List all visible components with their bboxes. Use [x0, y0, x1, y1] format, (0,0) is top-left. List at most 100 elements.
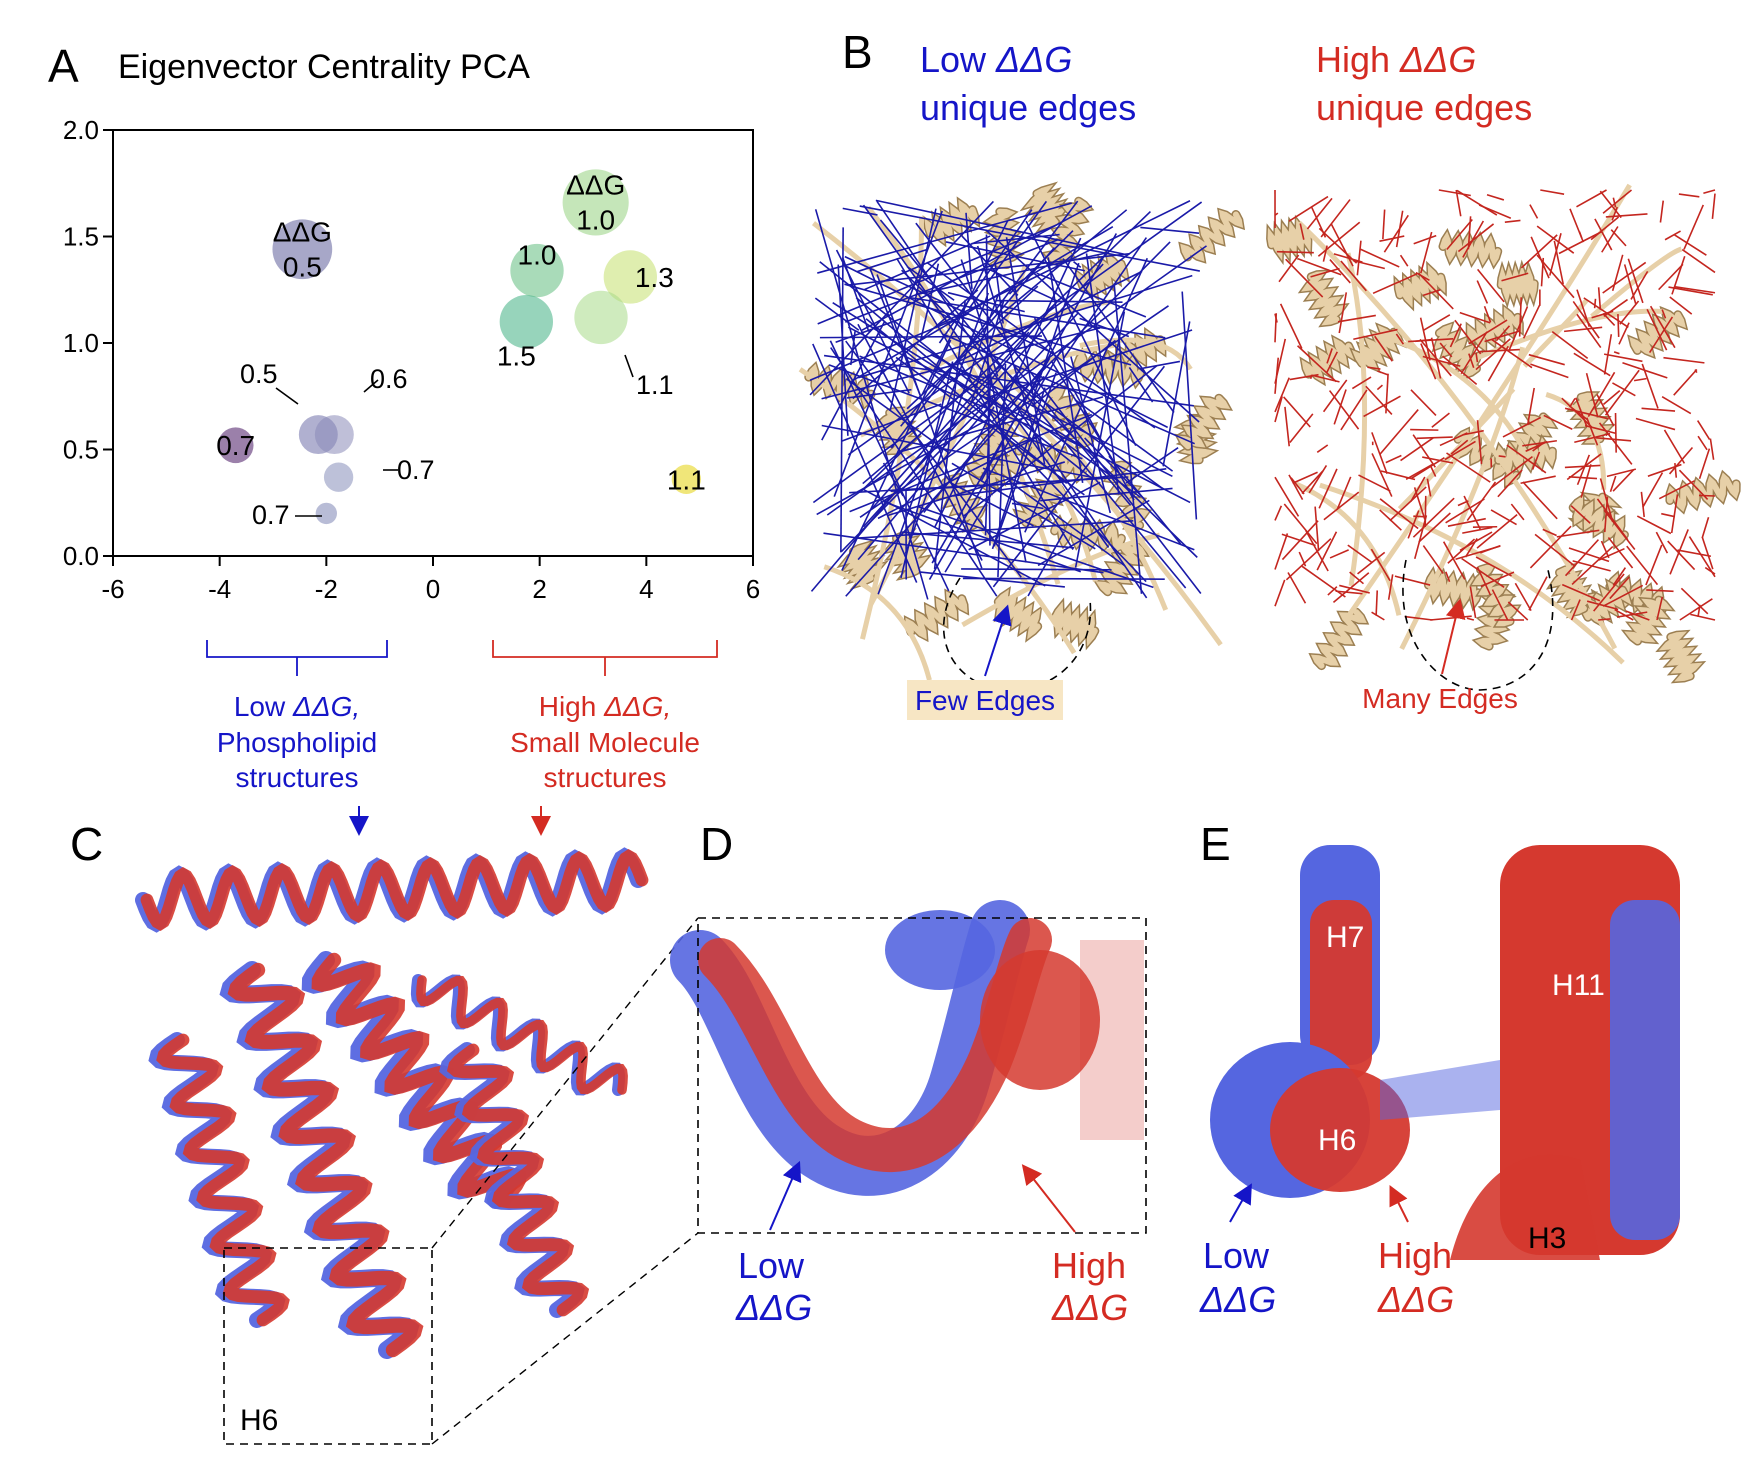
network-edge — [1622, 361, 1668, 379]
network-edge — [1322, 245, 1328, 262]
network-edge — [870, 331, 1030, 510]
network-edge — [1497, 469, 1523, 498]
loop-ribbon — [1346, 183, 1632, 618]
network-edge — [1316, 444, 1329, 453]
network-edge — [1420, 231, 1433, 274]
network-edge — [1379, 409, 1419, 455]
network-edge — [1371, 611, 1385, 621]
network-edge — [814, 297, 860, 331]
network-edge — [1460, 331, 1488, 375]
network-edge — [1601, 226, 1619, 253]
edge-network-high — [1274, 189, 1716, 621]
network-edge — [1338, 292, 1348, 334]
bubble — [574, 290, 628, 345]
network-edge — [1379, 509, 1402, 531]
network-edge — [1463, 495, 1482, 530]
network-edge — [987, 268, 1060, 303]
network-edge — [1586, 600, 1619, 611]
low-ddg-label-d: ΔΔG — [735, 1287, 812, 1328]
bubbles — [217, 169, 701, 525]
network-edge — [1394, 575, 1431, 586]
bubble — [562, 169, 629, 236]
helix-ribbon — [1180, 209, 1244, 262]
chart-title: Eigenvector Centrality PCA — [118, 48, 530, 86]
network-edge — [1031, 339, 1116, 407]
helix-ribbon — [1300, 271, 1347, 326]
network-edge — [1491, 589, 1509, 621]
network-edge — [1584, 424, 1617, 435]
network-edge — [928, 347, 1063, 580]
network-edge — [1337, 314, 1376, 323]
network-edge — [1595, 436, 1632, 442]
network-edge — [1353, 328, 1398, 341]
network-edge — [1612, 197, 1617, 208]
network-edge — [1464, 538, 1478, 558]
network-edge — [1597, 287, 1602, 310]
network-edge — [1681, 248, 1716, 274]
network-edge — [1694, 369, 1698, 374]
helix-ribbon — [1267, 218, 1311, 261]
x-tick-label: 4 — [639, 574, 653, 604]
ribbon-backdrop — [150, 860, 630, 1420]
network-edge — [1340, 389, 1368, 431]
network-edge — [1627, 258, 1644, 304]
network-edge — [1008, 480, 1126, 567]
network-edge — [1558, 231, 1602, 255]
zoom-connector-bottom — [431, 1232, 699, 1445]
network-edge — [1600, 540, 1610, 559]
network-edge — [1561, 583, 1601, 602]
network-edge — [1310, 267, 1340, 278]
network-edge — [1442, 355, 1478, 385]
network-edge — [1288, 474, 1304, 500]
x-tick-label: -6 — [101, 574, 124, 604]
x-tick-label: 2 — [532, 574, 546, 604]
loop-ribbon — [1345, 252, 1368, 587]
helix-end-high — [980, 950, 1100, 1090]
network-edge — [1602, 584, 1644, 607]
network-edge — [857, 323, 983, 561]
network-edge — [1357, 551, 1386, 575]
network-edge — [844, 255, 1055, 355]
network-edge — [1596, 394, 1615, 427]
network-edge — [1336, 476, 1352, 510]
network-edge — [1616, 611, 1648, 618]
network-edge — [1591, 310, 1614, 319]
network-edge — [1285, 258, 1324, 298]
high-bracket: High ΔΔG, Small Molecule structures — [492, 640, 718, 836]
panel-letter-d: D — [700, 818, 733, 870]
network-edge — [962, 365, 1158, 517]
network-edge — [1387, 574, 1394, 600]
network-edge — [1490, 509, 1517, 526]
network-edge — [1522, 439, 1557, 447]
network-edge — [1576, 313, 1602, 349]
network-edge — [862, 204, 1110, 548]
network-edge — [1625, 610, 1650, 621]
x-tick-label: -4 — [208, 574, 231, 604]
network-edge — [1501, 272, 1529, 282]
network-edge — [1467, 216, 1472, 250]
y-tick-label: 1.0 — [63, 328, 99, 358]
network-edge — [1447, 538, 1476, 564]
low-bracket-line1: Low ΔΔG, — [234, 691, 360, 722]
network-edge — [1479, 544, 1501, 554]
scatter-chart: 0.0 0.5 1.0 1.5 2.0 -6 -4 -2 0 2 4 6 ΔΔG 0.5 0.7 ΔΔG 1… — [63, 115, 760, 604]
network-edge — [1274, 533, 1289, 570]
loop-ribbon — [1522, 298, 1590, 368]
size-legend-label: ΔΔG — [273, 216, 332, 247]
network-edge — [841, 403, 942, 442]
network-edge — [1376, 384, 1383, 391]
network-edge — [1670, 494, 1679, 534]
network-edge — [1698, 494, 1716, 497]
network-edge — [1297, 258, 1342, 276]
network-edge — [1410, 428, 1439, 431]
network-edge — [842, 207, 878, 216]
network-edge — [1330, 223, 1354, 267]
network-edge — [809, 312, 970, 381]
network-edge — [1288, 195, 1329, 222]
network-edge — [1668, 286, 1713, 296]
high-bracket-line1: High ΔΔG, — [539, 691, 672, 722]
many-edges-label: Many Edges — [1362, 683, 1518, 714]
network-edge — [1619, 300, 1640, 325]
network-edge — [1661, 512, 1676, 518]
